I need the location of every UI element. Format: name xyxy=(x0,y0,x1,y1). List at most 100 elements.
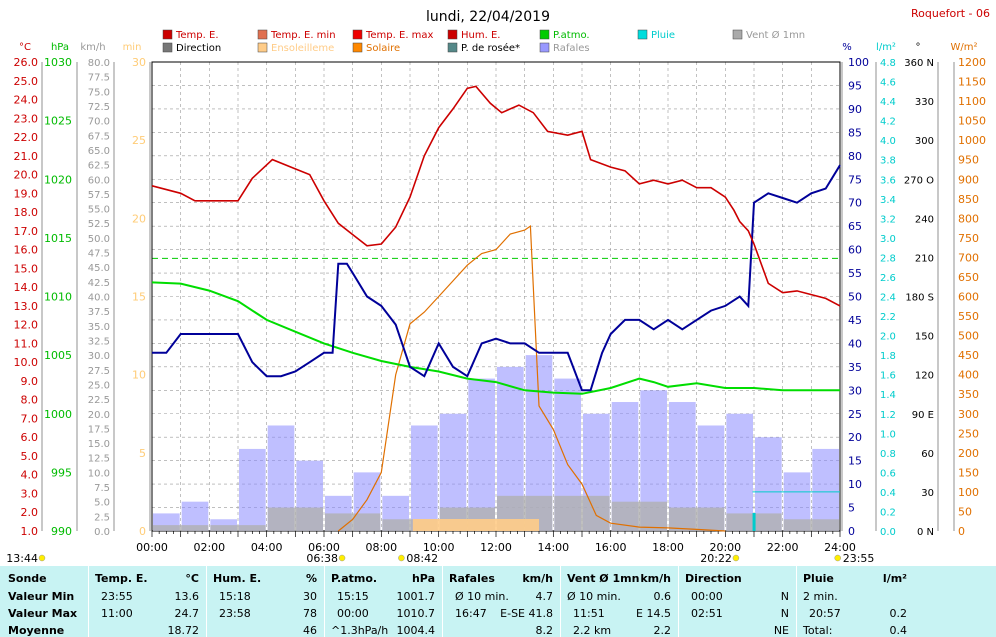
solar-tick: 900 xyxy=(958,173,979,186)
solar-tick: 600 xyxy=(958,291,979,304)
temp-tick: 2.0 xyxy=(21,506,39,519)
wind-tick: 62.5 xyxy=(88,161,110,172)
start-marker-label: 13:44 xyxy=(6,552,38,565)
dir-min-time: 00:00 xyxy=(691,590,723,603)
hum-tick: 20 xyxy=(848,431,862,444)
hum-min-time: 15:18 xyxy=(219,590,251,603)
rain-tick: 1.4 xyxy=(880,390,896,401)
wind-tick: 25.0 xyxy=(88,380,110,391)
dir-max-time: 02:51 xyxy=(691,607,723,620)
temp-tick: 15.0 xyxy=(14,262,39,275)
wind-bar xyxy=(669,507,725,531)
summary-table: Sonde Valeur Min Valeur Max Moyenne Temp… xyxy=(0,566,996,637)
solar-tick: 950 xyxy=(958,154,979,167)
temp-tick: 11.0 xyxy=(14,337,39,350)
temp-tick: 22.0 xyxy=(14,131,39,144)
wind-tick: 72.5 xyxy=(88,102,110,113)
gust-bar xyxy=(726,413,753,531)
temp-tick: 8.0 xyxy=(21,394,39,407)
rain-tick: 4.6 xyxy=(880,78,896,89)
time-tick: 14:00 xyxy=(537,541,569,554)
wind-tick: 50.0 xyxy=(88,234,110,245)
hum-tick: 30 xyxy=(848,384,862,397)
sun-tick: 25 xyxy=(132,134,146,147)
rain-tick: 3.4 xyxy=(880,195,896,206)
rain-tick: 0.0 xyxy=(880,527,896,538)
rain-tick: 3.2 xyxy=(880,214,896,225)
legend-label: Solaire xyxy=(366,43,400,54)
sunrise-marker-icon xyxy=(338,554,346,562)
rain-tick: 4.2 xyxy=(880,117,896,128)
wind-tick: 30.0 xyxy=(88,351,110,362)
wind-tick: 45.0 xyxy=(88,263,110,274)
axes: 26.0 25.0 24.0 23.0 22.0 21.0 20.0 19.0 18.0 17.0… xyxy=(14,56,987,554)
dir-unit: ° xyxy=(916,42,921,53)
dir-tick: 180 S xyxy=(905,293,934,304)
solar-tick: 1000 xyxy=(958,134,986,147)
legend-label: Temp. E. min xyxy=(270,30,336,41)
col-rafales: Rafales km/h Ø 10 min. 4.7 16:47 E-SE 41… xyxy=(442,566,561,637)
patm-min-time: 15:15 xyxy=(337,590,369,603)
col-pluie: Pluie l/m² 2 min. 20:57 0.2 Total: 0.4 xyxy=(796,566,915,637)
wind-bar xyxy=(382,519,438,531)
solar-tick: 1200 xyxy=(958,56,986,69)
wind-bar xyxy=(267,507,323,531)
temp-tick: 19.0 xyxy=(14,187,39,200)
patm-tick: 1025 xyxy=(44,115,72,128)
hum-tick: 85 xyxy=(848,126,862,139)
temp-avg-value: 18.72 xyxy=(167,624,200,637)
dir-tick: 300 xyxy=(915,136,934,147)
rain-tick: 2.0 xyxy=(880,332,896,343)
wind-tick: 35.0 xyxy=(88,322,110,333)
rain-tick: 4.4 xyxy=(880,97,896,108)
dir-tick: 210 xyxy=(915,253,934,264)
temp-tick: 9.0 xyxy=(21,375,39,388)
legend-swatch xyxy=(257,42,268,53)
raf-header-unit: km/h xyxy=(522,572,553,585)
sunrise-marker-label: 06:38 xyxy=(306,552,338,565)
hum-header: Hum. E. xyxy=(213,572,262,585)
wind-bar xyxy=(554,495,610,531)
solar-tick: 50 xyxy=(958,505,972,518)
hum-tick: 0 xyxy=(848,525,855,538)
rain-tick: 3.8 xyxy=(880,156,896,167)
wind-tick: 0.0 xyxy=(94,527,110,538)
patm-max-time: 00:00 xyxy=(337,607,369,620)
patm-tick: 990 xyxy=(51,525,72,538)
hum-tick: 35 xyxy=(848,361,862,374)
hum-tick: 70 xyxy=(848,197,862,210)
temp-tick: 17.0 xyxy=(14,225,39,238)
temp-tick: 13.0 xyxy=(14,300,39,313)
legend-label: Temp. E. xyxy=(175,30,219,41)
wind-tick: 17.5 xyxy=(88,424,110,435)
time-markers: 13:44 06:38 08:42 20:22 23:55 xyxy=(6,552,874,565)
wind-tick: 32.5 xyxy=(88,336,110,347)
hum-tick: 75 xyxy=(848,173,862,186)
wind-tick: 10.0 xyxy=(88,468,110,479)
solar-tick: 500 xyxy=(958,330,979,343)
end-marker-label: 23:55 xyxy=(843,552,875,565)
dir-tick: 240 xyxy=(915,214,934,225)
hum-tick: 50 xyxy=(848,291,862,304)
solar-tick: 750 xyxy=(958,232,979,245)
dir-tick: 150 xyxy=(915,332,934,343)
wind-tick: 65.0 xyxy=(88,146,110,157)
pluie-total-value: 0.4 xyxy=(889,624,908,637)
legend-label: Vent Ø 1mn xyxy=(746,29,805,41)
wind-tick: 77.5 xyxy=(88,73,110,84)
temp-tick: 4.0 xyxy=(21,469,39,482)
sunset-marker-icon xyxy=(732,554,740,562)
wind-tick: 70.0 xyxy=(88,117,110,128)
weather-chart: lundi, 22/04/2019 Roquefort - 06 Temp. E… xyxy=(6,7,990,565)
humidity-line xyxy=(152,164,841,392)
pluie-header-unit: l/m² xyxy=(882,572,907,585)
rain-tick: 3.0 xyxy=(880,234,896,245)
hum-tick: 80 xyxy=(848,150,862,163)
solar-tick: 1150 xyxy=(958,76,986,89)
rain-bar xyxy=(752,513,756,531)
raf-max-value: E-SE 41.8 xyxy=(500,607,553,620)
hum-tick: 45 xyxy=(848,314,862,327)
temp-tick: 16.0 xyxy=(14,244,39,257)
rain-tick: 0.6 xyxy=(880,468,896,479)
patm-min-value: 1001.7 xyxy=(396,590,436,603)
